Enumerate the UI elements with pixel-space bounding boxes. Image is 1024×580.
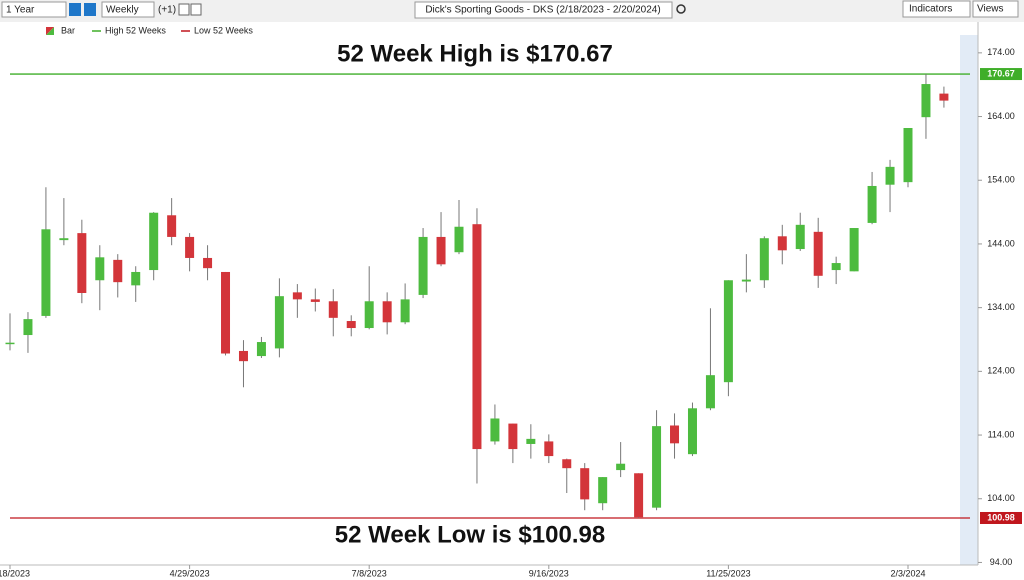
range-select[interactable] [1, 1, 67, 18]
reference-label-box [980, 511, 1022, 524]
x-tick-label: 4/29/2023 [170, 568, 210, 578]
legend-icon-down [46, 27, 54, 35]
candle-body [59, 238, 69, 241]
y-tick-label: 94.00 [990, 557, 1013, 567]
candle-body [544, 441, 554, 457]
candle-body [723, 280, 733, 383]
candle-body [508, 423, 518, 450]
y-tick-label: 144.00 [987, 238, 1015, 248]
x-tick-label: 2/18/2023 [0, 568, 30, 578]
candle-body [346, 321, 356, 329]
candle-body [903, 128, 913, 183]
interval-label: Weekly [106, 5, 139, 16]
candle-body [759, 238, 769, 281]
offset-minus[interactable] [190, 3, 202, 16]
reference-label: 100.98 [987, 512, 1015, 522]
candle-body [238, 350, 248, 362]
candle-body [167, 215, 177, 237]
y-tick-label: 164.00 [987, 111, 1015, 121]
y-tick-label: 114.00 [988, 429, 1015, 439]
candle-body [921, 84, 931, 118]
reference-label: 170.67 [987, 68, 1015, 78]
x-tick-label: 9/16/2023 [529, 568, 569, 578]
candle-body [885, 166, 895, 185]
candle-body [598, 477, 608, 504]
search-icon[interactable] [676, 4, 686, 14]
candle-body [526, 438, 536, 444]
views-label: Views [977, 4, 1004, 15]
y-tick-label: 104.00 [987, 493, 1015, 503]
reference-label-box [980, 68, 1022, 81]
candle-body [634, 473, 644, 518]
x-tick-label: 2/3/2024 [890, 568, 925, 578]
range-label: 1 Year [6, 5, 35, 16]
candle-body [813, 231, 823, 276]
candle-body [274, 296, 284, 349]
candle-body [616, 463, 626, 471]
candle-body [867, 185, 877, 223]
candle-body [741, 279, 751, 282]
views-button[interactable] [972, 0, 1019, 18]
symbol-label: Dick's Sporting Goods - DKS (2/18/2023 -… [425, 5, 660, 16]
candle-body [95, 257, 105, 281]
candle-body [777, 236, 787, 251]
candle-body [436, 236, 446, 265]
candle-body [221, 271, 231, 354]
offset-label: (+1) [158, 5, 176, 16]
zoom-in[interactable] [69, 3, 81, 16]
legend-label: Low 52 Weeks [194, 25, 253, 35]
candle-body [670, 425, 680, 444]
candle-body [23, 319, 33, 336]
y-tick-label: 134.00 [987, 302, 1015, 312]
candle-body [472, 224, 482, 450]
candle-body [328, 301, 338, 318]
x-tick-label: 11/25/2023 [706, 568, 750, 578]
candle-body [113, 259, 123, 283]
candle-body [831, 263, 841, 271]
candle-body [849, 228, 859, 272]
candle-body [5, 342, 15, 345]
y-tick-label: 174.00 [987, 47, 1015, 57]
candle-body [185, 236, 195, 258]
candle-body [292, 292, 302, 300]
candle-body [795, 224, 805, 250]
zoom-out[interactable] [84, 3, 96, 16]
candle-body [939, 93, 949, 101]
interval-select[interactable] [101, 1, 155, 18]
candle-body [490, 418, 500, 442]
symbol-box[interactable] [414, 1, 673, 19]
candle-body [580, 468, 590, 500]
future-zone [960, 35, 978, 565]
offset-plus[interactable] [178, 3, 190, 16]
indicators-button[interactable] [902, 0, 971, 18]
candle-body [562, 459, 572, 469]
candle-body [77, 233, 87, 293]
candle-body [705, 375, 715, 409]
candle-body [131, 271, 141, 286]
candle-body [41, 229, 51, 316]
candle-body [149, 212, 159, 271]
candle-body [382, 301, 392, 323]
low-annotation: 52 Week Low is $100.98 [335, 521, 605, 548]
x-tick-label: 7/8/2023 [352, 568, 387, 578]
high-annotation: 52 Week High is $170.67 [337, 40, 613, 67]
y-tick-label: 154.00 [987, 175, 1015, 185]
candle-body [400, 299, 410, 323]
candle-body [256, 342, 266, 357]
indicators-label: Indicators [909, 4, 952, 15]
y-tick-label: 124.00 [987, 366, 1015, 376]
candle-body [310, 299, 320, 302]
legend-label: Bar [61, 25, 75, 35]
candle-body [418, 236, 428, 295]
candle-body [203, 257, 213, 269]
candle-body [652, 426, 662, 508]
candle-body [687, 408, 697, 455]
candle-body [364, 301, 374, 329]
candle-body [454, 226, 464, 253]
legend-label: High 52 Weeks [105, 25, 166, 35]
